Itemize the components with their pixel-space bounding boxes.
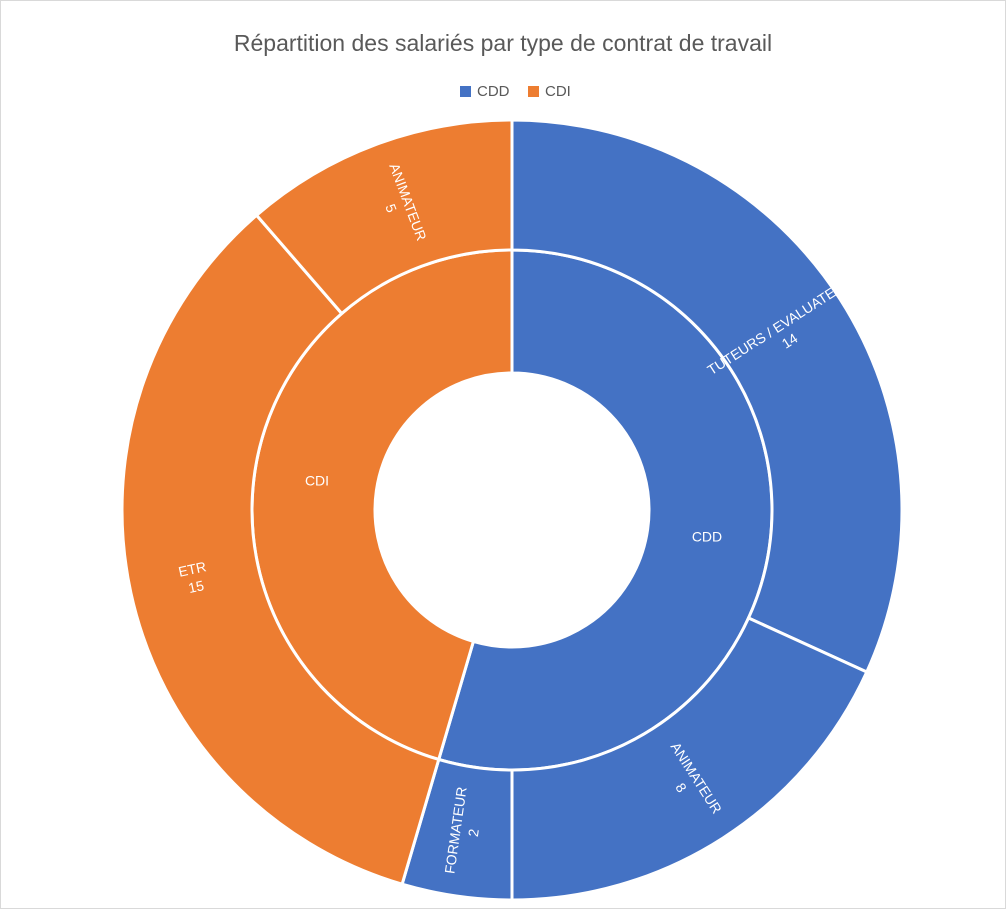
outer-label-value: 14: [779, 330, 801, 352]
inner-label: CDD: [692, 529, 722, 545]
legend-swatch: [528, 86, 539, 97]
outer-label-value: 2: [465, 828, 482, 838]
outer-segment: [254, 118, 514, 316]
outer-segment: [510, 616, 869, 902]
outer-segment: [510, 118, 904, 675]
outer-label-name: ETR: [177, 558, 208, 580]
legend-swatch: [460, 86, 471, 97]
inner-label: CDI: [305, 473, 329, 489]
legend-label: CDD: [477, 83, 510, 100]
legend: CDD CDI: [460, 83, 571, 100]
chart-title: Répartition des salariés par type de con…: [234, 30, 772, 56]
outer-label-value: 15: [187, 577, 206, 596]
legend-label: CDI: [545, 83, 571, 100]
outer-segment: [120, 213, 441, 887]
